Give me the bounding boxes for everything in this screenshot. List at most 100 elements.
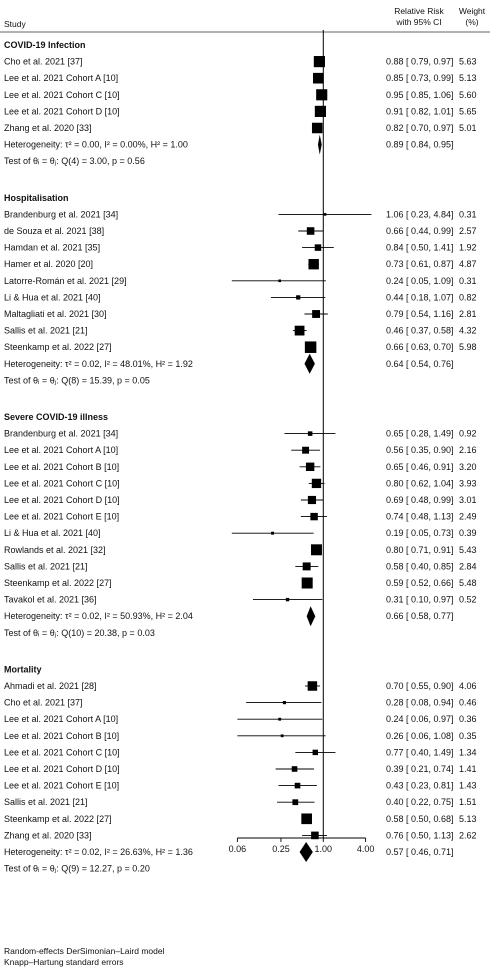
x-tick-label: 0.25	[272, 844, 290, 854]
header-effect-ci: with 95% CI	[395, 17, 441, 27]
marks-layer	[231, 56, 372, 862]
study-weight: 0.31	[459, 209, 477, 219]
pooled-ci: 0.66 [ 0.58, 0.77]	[386, 611, 454, 621]
study-weight: 0.82	[459, 292, 477, 302]
study-marker	[278, 717, 282, 721]
study-label: Lee et al. 2021 Cohort E [10]	[4, 781, 119, 791]
group-title: COVID-19 Infection	[4, 40, 86, 50]
study-weight: 1.51	[459, 797, 477, 807]
study-marker	[308, 259, 319, 270]
study-marker	[313, 56, 325, 68]
study-ci: 0.85 [ 0.73, 0.99]	[386, 73, 454, 83]
study-ci: 0.91 [ 0.82, 1.01]	[386, 106, 454, 116]
study-weight: 5.63	[459, 57, 477, 67]
study-label: Hamer et al. 2020 [20]	[4, 259, 93, 269]
study-label: Zhang et al. 2020 [33]	[4, 830, 92, 840]
study-label: Cho et al. 2021 [37]	[4, 57, 83, 67]
study-label: Lee et al. 2021 Cohort A [10]	[4, 73, 118, 83]
study-marker	[310, 544, 322, 556]
pooled-diamond	[306, 606, 316, 627]
header-weight: Weight	[459, 6, 486, 16]
header-weight-unit: (%)	[465, 17, 478, 27]
study-ci: 0.56 [ 0.35, 0.90]	[386, 445, 454, 455]
x-tick-label: 4.00	[357, 844, 375, 854]
study-marker	[307, 681, 318, 691]
study-label: Lee et al. 2021 Cohort D [10]	[4, 106, 120, 116]
study-label: Cho et al. 2021 [37]	[4, 698, 83, 708]
study-weight: 1.34	[459, 747, 477, 757]
study-weight: 0.39	[459, 528, 477, 538]
study-label: Lee et al. 2021 Cohort C [10]	[4, 478, 120, 488]
study-ci: 0.69 [ 0.48, 0.99]	[386, 495, 454, 505]
study-label: Lee et al. 2021 Cohort A [10]	[4, 714, 118, 724]
homogeneity-test: Test of θᵢ = θⱼ: Q(10) = 20.38, p = 0.03	[4, 628, 155, 638]
study-ci: 0.28 [ 0.08, 0.94]	[386, 698, 454, 708]
group-title: Mortality	[4, 664, 42, 674]
study-marker	[291, 766, 298, 772]
study-ci: 0.40 [ 0.22, 0.75]	[386, 797, 454, 807]
study-ci: 1.06 [ 0.23, 4.84]	[386, 209, 454, 219]
study-weight: 5.98	[459, 342, 477, 352]
study-marker	[296, 295, 301, 300]
study-marker	[292, 799, 299, 806]
study-ci: 0.73 [ 0.61, 0.87]	[386, 259, 454, 269]
study-ci: 0.65 [ 0.46, 0.91]	[386, 462, 454, 472]
pooled-ci: 0.64 [ 0.54, 0.76]	[386, 359, 454, 369]
study-ci: 0.31 [ 0.10, 0.97]	[386, 595, 454, 605]
study-label: Steenkamp et al. 2022 [27]	[4, 342, 112, 352]
study-ci: 0.79 [ 0.54, 1.16]	[386, 309, 454, 319]
study-weight: 0.92	[459, 429, 477, 439]
study-marker	[294, 782, 301, 789]
study-weight: 4.06	[459, 681, 477, 691]
study-ci: 0.59 [ 0.52, 0.66]	[386, 578, 454, 588]
pooled-ci: 0.89 [ 0.84, 0.95]	[386, 140, 454, 150]
study-label: Brandenburg et al. 2021 [34]	[4, 209, 118, 219]
heterogeneity-text: Heterogeneity: τ² = 0.02, I² = 48.01%, H…	[4, 359, 193, 369]
heterogeneity-text: Heterogeneity: τ² = 0.00, I² = 0.00%, H²…	[4, 140, 188, 150]
study-label: Lee et al. 2021 Cohort C [10]	[4, 90, 120, 100]
study-weight: 1.41	[459, 764, 477, 774]
study-ci: 0.24 [ 0.06, 0.97]	[386, 714, 454, 724]
study-label: Maltagliati et al. 2021 [30]	[4, 309, 107, 319]
study-label: Lee et al. 2021 Cohort E [10]	[4, 512, 119, 522]
study-marker	[294, 325, 305, 336]
homogeneity-test: Test of θᵢ = θⱼ: Q(9) = 12.27, p = 0.20	[4, 864, 150, 874]
study-marker	[310, 512, 318, 521]
study-marker	[302, 562, 311, 571]
study-weight: 2.84	[459, 561, 477, 571]
study-label: Steenkamp et al. 2022 [27]	[4, 578, 112, 588]
study-weight: 5.60	[459, 90, 477, 100]
study-ci: 0.80 [ 0.62, 1.04]	[386, 478, 454, 488]
study-ci: 0.82 [ 0.70, 0.97]	[386, 123, 454, 133]
study-weight: 5.13	[459, 73, 477, 83]
study-ci: 0.58 [ 0.40, 0.85]	[386, 561, 454, 571]
footnote-model: Random-effects DerSimonian–Laird model	[4, 946, 165, 956]
header-study: Study	[4, 19, 26, 29]
study-weight: 2.81	[459, 309, 477, 319]
study-label: Lee et al. 2021 Cohort A [10]	[4, 445, 118, 455]
study-marker	[301, 577, 313, 589]
study-ci: 0.76 [ 0.50, 1.13]	[386, 830, 454, 840]
pooled-diamond	[304, 353, 315, 374]
pooled-diamond	[299, 842, 313, 862]
study-weight: 0.35	[459, 731, 477, 741]
study-ci: 0.80 [ 0.71, 0.91]	[386, 545, 454, 555]
study-label: Brandenburg et al. 2021 [34]	[4, 429, 118, 439]
study-marker	[307, 431, 313, 436]
study-marker	[306, 227, 315, 235]
study-marker	[312, 310, 321, 318]
study-ci: 0.26 [ 0.06, 1.08]	[386, 731, 454, 741]
study-marker	[280, 734, 284, 738]
study-marker	[282, 701, 287, 705]
study-label: Rowlands et al. 2021 [32]	[4, 545, 106, 555]
study-label: Latorre-Román et al. 2021 [29]	[4, 276, 127, 286]
study-ci: 0.77 [ 0.40, 1.49]	[386, 747, 454, 757]
study-ci: 0.88 [ 0.79, 0.97]	[386, 57, 454, 67]
study-weight: 0.31	[459, 276, 477, 286]
study-label: Sallis et al. 2021 [21]	[4, 797, 88, 807]
study-label: Li & Hua et al. 2021 [40]	[4, 528, 101, 538]
study-label: Zhang et al. 2020 [33]	[4, 123, 92, 133]
study-weight: 2.16	[459, 445, 477, 455]
study-ci: 0.58 [ 0.50, 0.68]	[386, 814, 454, 824]
